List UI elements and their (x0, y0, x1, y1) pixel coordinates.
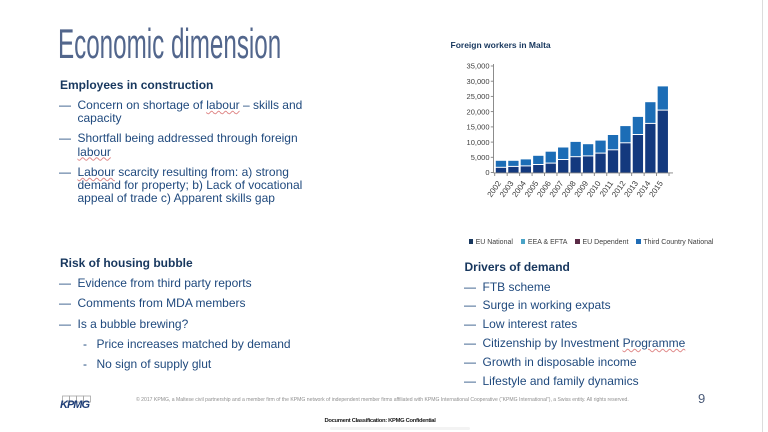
svg-text:10,000: 10,000 (467, 138, 490, 147)
svg-text:0: 0 (485, 168, 489, 177)
svg-text:30,000: 30,000 (467, 77, 490, 86)
svg-text:25,000: 25,000 (467, 92, 490, 101)
svg-text:5,000: 5,000 (471, 153, 490, 162)
svg-text:KPMG: KPMG (60, 399, 90, 411)
svg-text:2015: 2015 (647, 179, 665, 199)
svg-text:15,000: 15,000 (467, 123, 490, 132)
svg-text:35,000: 35,000 (467, 62, 490, 71)
svg-text:20,000: 20,000 (467, 107, 490, 116)
